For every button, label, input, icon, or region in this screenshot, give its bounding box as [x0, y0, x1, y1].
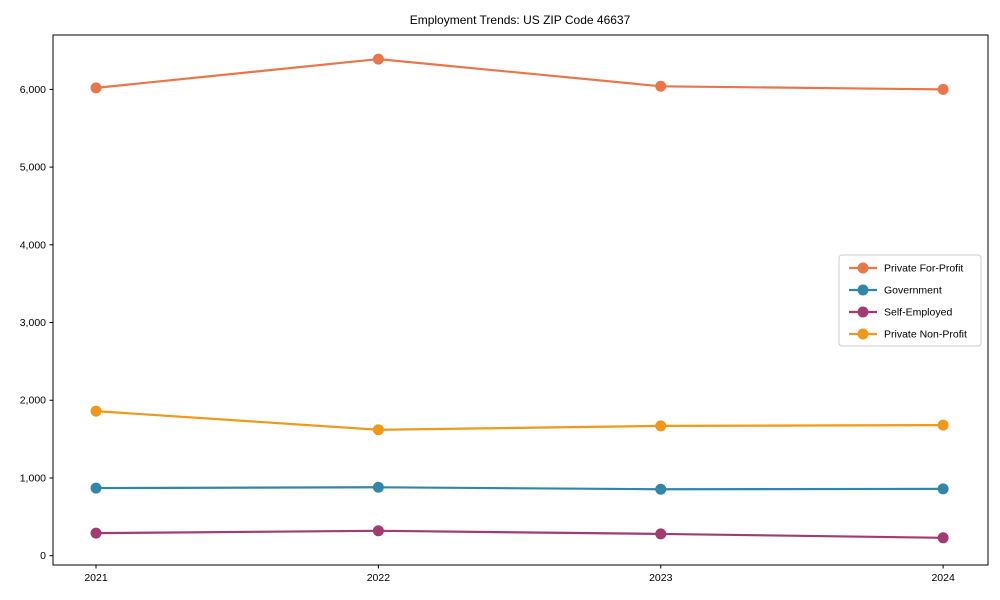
legend-swatch-marker — [857, 284, 869, 296]
legend: Private For-Profit Government Self-Employe… — [838, 254, 982, 347]
y-tick-label: 5,000 — [20, 162, 46, 174]
data-point-self-employed-2022 — [372, 525, 384, 537]
legend-swatch-marker — [857, 262, 869, 274]
series-line-government — [94, 486, 945, 491]
y-tick-label: 6,000 — [20, 84, 46, 96]
series-line-self-employed — [94, 529, 945, 539]
legend-item-self-employed: Self-Employed — [849, 306, 952, 319]
plot-area: 0 1,000 2,000 3,000 4,000 5,000 6,000 2021 2022 2… — [20, 34, 989, 584]
x-tick-label: 2023 — [649, 572, 673, 584]
legend-item-private-for-profit: Private For-Profit — [849, 262, 963, 275]
legend-swatch-marker — [857, 328, 869, 340]
data-point-self-employed-2023 — [655, 528, 667, 540]
data-point-government-2023 — [655, 483, 667, 495]
data-point-private-non-profit-2022 — [372, 424, 384, 436]
legend-label: Private Non-Profit — [884, 329, 967, 341]
x-tick-label: 2024 — [931, 572, 955, 584]
y-tick-label: 0 — [40, 550, 46, 562]
data-point-government-2022 — [372, 481, 384, 493]
y-tick-label: 1,000 — [20, 472, 46, 484]
y-tick-label: 2,000 — [20, 395, 46, 407]
data-point-private-non-profit-2023 — [655, 420, 667, 432]
legend-item-government: Government — [849, 284, 942, 297]
data-point-self-employed-2021 — [90, 527, 102, 539]
data-point-private-for-profit-2024 — [937, 83, 949, 95]
legend-box — [838, 254, 982, 347]
data-point-private-non-profit-2021 — [90, 405, 102, 417]
series-line-private-non-profit — [94, 410, 945, 431]
data-point-self-employed-2024 — [937, 532, 949, 544]
data-point-private-for-profit-2021 — [90, 82, 102, 94]
legend-label: Self-Employed — [884, 307, 952, 319]
plot-frame — [52, 34, 989, 566]
data-point-government-2024 — [937, 483, 949, 495]
series-line-private-for-profit — [94, 57, 945, 91]
legend-label: Private For-Profit — [884, 263, 963, 275]
y-tick-label: 4,000 — [20, 239, 46, 251]
data-point-private-non-profit-2024 — [937, 419, 949, 431]
chart-title: Employment Trends: US ZIP Code 46637 — [410, 13, 631, 27]
y-tick-label: 3,000 — [20, 317, 46, 329]
legend-label: Government — [884, 285, 942, 297]
data-point-government-2021 — [90, 482, 102, 494]
legend-item-private-non-profit: Private Non-Profit — [849, 328, 967, 341]
data-point-private-for-profit-2022 — [372, 53, 384, 65]
x-tick-label: 2021 — [84, 572, 108, 584]
x-tick-label: 2022 — [367, 572, 391, 584]
data-point-private-for-profit-2023 — [655, 80, 667, 92]
legend-swatch-marker — [857, 306, 869, 318]
